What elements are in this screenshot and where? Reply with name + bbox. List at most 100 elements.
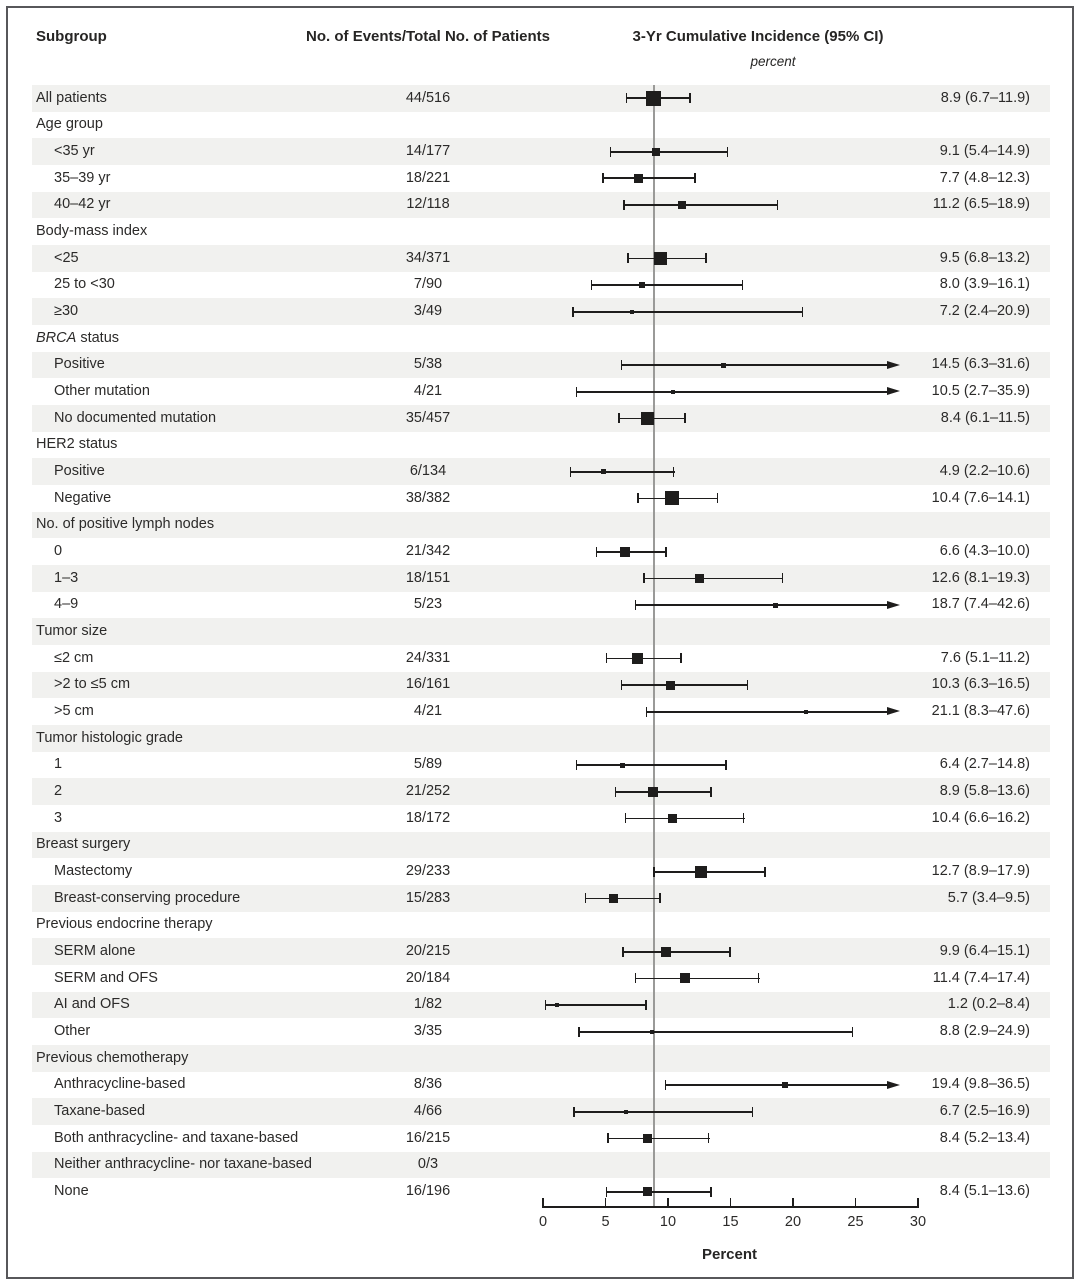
ci-cap-low	[602, 173, 604, 184]
row-label: Both anthracycline- and taxane-based	[54, 1129, 299, 1146]
ci-cap-high	[705, 253, 707, 264]
ci-line	[622, 950, 731, 953]
ci-line	[620, 364, 887, 366]
ci-cap-high	[716, 493, 719, 504]
ci-cap-low	[645, 706, 648, 717]
row-incidence-value: 11.2 (6.5–18.9)	[932, 196, 1030, 213]
row-events-count: 21/252	[405, 782, 451, 799]
row-events-count: 20/215	[405, 942, 451, 959]
row-events-count: 44/516	[405, 89, 451, 106]
row-label: Positive	[54, 462, 105, 479]
x-axis-tick-label: 0	[538, 1214, 548, 1230]
ci-line	[634, 604, 887, 606]
row-events-count: 18/151	[405, 569, 451, 586]
subgroup-row: 25 to <30 7/90 8.0 (3.9–16.1)	[32, 272, 1050, 299]
row-label: Positive	[54, 356, 105, 373]
row-label: Anthracycline-based	[54, 1076, 186, 1093]
row-incidence-value: 6.4 (2.7–14.8)	[939, 756, 1030, 773]
ci-cap-high	[707, 1133, 710, 1144]
row-label: Previous chemotherapy	[36, 1049, 189, 1066]
group-header-row: BRCA status	[32, 325, 1050, 352]
group-header-row: Body-mass index	[32, 218, 1050, 245]
ci-cap-high	[764, 866, 766, 877]
subgroup-row: 40–42 yr 12/118 11.2 (6.5–18.9)	[32, 191, 1050, 219]
ci-cap-low	[627, 253, 629, 264]
ci-line	[605, 1190, 712, 1193]
row-incidence-value: 8.0 (3.9–16.1)	[939, 276, 1030, 293]
point-estimate-square	[619, 762, 625, 768]
row-incidence-value: 10.5 (2.7–35.9)	[931, 382, 1030, 399]
ci-cap-low	[609, 146, 612, 157]
ci-line	[572, 310, 804, 313]
row-events-count: 35/457	[405, 409, 451, 426]
ci-cap-low	[572, 306, 574, 317]
column-header-incidence: 3-Yr Cumulative Incidence (95% CI)	[632, 28, 884, 45]
point-estimate-square	[645, 90, 661, 106]
row-incidence-value: 8.4 (5.2–13.4)	[939, 1129, 1030, 1146]
x-axis-tick-label: 10	[659, 1214, 677, 1230]
row-incidence-value: 8.8 (2.9–24.9)	[939, 1022, 1030, 1039]
subgroup-row: Positive 6/134 4.9 (2.2–10.6)	[32, 458, 1050, 486]
point-estimate-square	[642, 1133, 652, 1143]
ci-cap-high	[776, 200, 779, 210]
ci-cap-high	[672, 466, 675, 477]
subgroup-row: SERM and OFS 20/184 11.4 (7.4–17.4)	[32, 965, 1050, 992]
point-estimate-square	[630, 309, 634, 314]
row-label: AI and OFS	[54, 996, 130, 1013]
subgroup-row: Taxane-based 4/66 6.7 (2.5–16.9)	[32, 1098, 1050, 1126]
ci-arrowhead	[887, 387, 900, 396]
ci-cap-high	[694, 173, 696, 184]
row-label: Taxane-based	[54, 1102, 146, 1119]
ci-cap-low	[634, 600, 637, 611]
row-events-count: 34/371	[405, 249, 451, 266]
row-incidence-value: 9.5 (6.8–13.2)	[939, 249, 1030, 266]
ci-cap-high	[684, 413, 686, 424]
ci-cap-low	[595, 546, 598, 557]
row-label: 2	[54, 782, 63, 799]
row-label: ≥30	[54, 302, 79, 319]
row-incidence-value: 18.7 (7.4–42.6)	[931, 596, 1030, 613]
x-axis-tick	[917, 1198, 919, 1206]
ci-cap-high	[757, 973, 760, 984]
ci-line	[605, 657, 682, 660]
ci-cap-low	[607, 1133, 609, 1144]
row-events-count: 0/3	[417, 1156, 439, 1173]
ci-cap-low	[605, 653, 608, 664]
x-axis-tick-label: 15	[722, 1214, 739, 1230]
subgroup-row: >5 cm 4/21 21.1 (8.3–47.6)	[32, 698, 1050, 725]
point-estimate-square	[671, 389, 676, 394]
subgroup-row: Both anthracycline- and taxane-based 16/2…	[32, 1125, 1050, 1152]
row-label: 40–42 yr	[54, 196, 111, 213]
point-estimate-square	[667, 813, 677, 823]
row-label: Breast surgery	[36, 836, 131, 853]
row-incidence-value: 10.4 (6.6–16.2)	[931, 809, 1030, 826]
ci-cap-low	[643, 573, 645, 584]
row-label: 0	[54, 542, 63, 559]
row-events-count: 4/21	[413, 702, 443, 719]
subgroup-row: <35 yr 14/177 9.1 (5.4–14.9)	[32, 138, 1050, 165]
column-header-events: No. of Events/Total No. of Patients	[306, 28, 550, 45]
ci-line	[575, 764, 727, 766]
figure-frame: Subgroup No. of Events/Total No. of Pati…	[6, 6, 1074, 1279]
ci-cap-low	[605, 1186, 608, 1197]
x-axis-tick-label: 5	[601, 1214, 610, 1230]
subgroup-row: >2 to ≤5 cm 16/161 10.3 (6.3–16.5)	[32, 671, 1050, 699]
subgroup-row: None 16/196 8.4 (5.1–13.6)	[32, 1178, 1050, 1205]
row-events-count: 3/49	[413, 302, 443, 319]
row-incidence-value: 9.1 (5.4–14.9)	[939, 142, 1030, 159]
group-header-row: No. of positive lymph nodes	[32, 511, 1050, 539]
x-axis-tick	[667, 1198, 669, 1206]
ci-cap-high	[665, 546, 667, 557]
subgroup-row: 1–3 18/151 12.6 (8.1–19.3)	[32, 565, 1050, 592]
ci-cap-high	[751, 1106, 754, 1117]
point-estimate-square	[720, 362, 726, 368]
point-estimate-square	[695, 573, 704, 583]
ci-arrowhead	[887, 1080, 900, 1089]
ci-arrowhead	[887, 600, 900, 609]
row-label: Tumor histologic grade	[36, 729, 183, 746]
group-header-row: Previous chemotherapy	[32, 1045, 1050, 1072]
subgroup-row: Other mutation 4/21 10.5 (2.7–35.9)	[32, 378, 1050, 405]
ci-cap-low	[614, 786, 617, 797]
row-label: <25	[54, 249, 79, 266]
